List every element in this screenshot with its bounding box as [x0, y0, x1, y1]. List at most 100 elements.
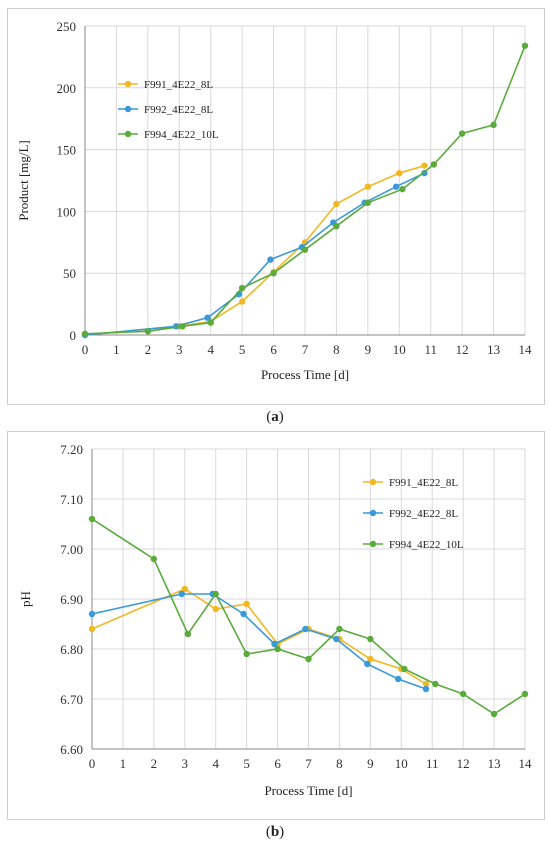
y-axis-label: Product [mg/L]	[16, 140, 31, 221]
series-line-F994_4E22_10L	[84, 45, 526, 335]
x-tick-label: 10	[393, 342, 406, 357]
data-point	[240, 610, 247, 618]
data-point	[88, 515, 96, 523]
x-axis-label: Process Time [d]	[261, 367, 349, 382]
x-tick-label: 13	[488, 756, 501, 771]
data-point	[274, 645, 281, 653]
series-line-F991_4E22_8L	[84, 164, 425, 336]
data-point	[181, 585, 188, 593]
x-tick-label: 5	[239, 342, 246, 357]
y-tick-label: 7.00	[60, 542, 83, 557]
data-point	[430, 161, 438, 168]
data-point	[212, 590, 219, 598]
data-point	[333, 200, 340, 208]
data-point	[490, 121, 497, 129]
legend-swatch-marker	[369, 540, 377, 548]
y-tick-label: 200	[57, 81, 77, 96]
series-line-F992_4E22_8L	[91, 593, 427, 690]
chart-panel-b: 0 1 2 3 4 5 6 7 8 9 10 11 12 13 14 6.60 6.70 6.80 6.90 7.00…	[7, 431, 545, 820]
legend-swatch-marker	[124, 105, 132, 113]
y-tick-label: 6.90	[60, 592, 83, 607]
x-tick-label: 0	[82, 342, 89, 357]
y-tick-label: 250	[57, 19, 77, 34]
x-tick-label: 0	[89, 756, 96, 771]
data-point	[333, 223, 340, 230]
x-tick-label: 11	[424, 342, 437, 357]
data-point	[204, 314, 211, 321]
legend-swatch-marker	[124, 80, 132, 88]
x-tick-label: 11	[426, 756, 439, 771]
data-point	[88, 610, 96, 618]
caption-a: (a)	[266, 409, 284, 425]
x-tick-label: 3	[182, 756, 189, 771]
legend-swatch-marker	[369, 509, 377, 517]
x-tick-label: 8	[336, 756, 343, 771]
data-point	[364, 660, 371, 668]
data-point	[179, 323, 186, 330]
data-point	[150, 555, 158, 563]
data-point	[394, 675, 402, 683]
y-tick-label: 7.20	[60, 442, 83, 457]
data-point	[88, 625, 96, 633]
y-tick-label: 0	[70, 328, 77, 343]
data-point	[422, 685, 430, 693]
data-point	[396, 169, 403, 177]
legend-label: F991_4E22_8L	[144, 79, 213, 91]
data-point	[422, 680, 430, 688]
legend-swatch-marker	[124, 130, 132, 138]
data-point	[302, 625, 309, 633]
x-tick-label: 3	[176, 342, 183, 357]
x-tick-label: 7	[305, 756, 312, 771]
legend-label: F992_4E22_8L	[144, 104, 213, 116]
y-tick-label: 6.70	[60, 692, 83, 707]
series-line-F994_4E22_10L	[91, 518, 526, 715]
data-point	[212, 605, 219, 613]
ph-chart: 0 1 2 3 4 5 6 7 8 9 10 11 12 13 146.606.706.806.907.00…	[18, 442, 532, 798]
data-point	[432, 680, 439, 688]
caption-b-letter: b	[270, 824, 280, 840]
data-point	[421, 162, 428, 169]
legend-swatch-marker	[369, 478, 377, 486]
y-tick-label: 6.80	[60, 642, 83, 657]
product-chart: 0 1 2 3 4 5 6 7 8 9 10 11 12 13 14050100150200250Proce…	[16, 19, 532, 382]
legend-label: F992_4E22_8L	[389, 508, 458, 520]
x-tick-label: 1	[113, 342, 120, 357]
data-point	[459, 690, 467, 698]
data-point	[333, 635, 340, 643]
x-tick-label: 1	[120, 756, 127, 771]
data-point	[521, 42, 529, 49]
data-point	[364, 199, 372, 206]
data-point	[490, 710, 498, 718]
x-tick-label: 2	[151, 756, 158, 771]
data-point	[267, 256, 274, 263]
x-tick-label: 4	[207, 342, 214, 357]
y-tick-label: 7.10	[60, 492, 83, 507]
x-axis-label: Process Time [d]	[264, 783, 352, 798]
data-point	[243, 600, 250, 608]
legend-label: F991_4E22_8L	[389, 477, 458, 489]
data-point	[336, 625, 343, 633]
chart-panel-a: 0 1 2 3 4 5 6 7 8 9 10 11 12 13 14 0 50 100 150 200 250 Proce…	[7, 8, 545, 405]
x-tick-label: 12	[457, 756, 470, 771]
data-point	[305, 655, 312, 663]
x-tick-label: 6	[274, 756, 281, 771]
data-point	[458, 130, 466, 137]
x-tick-label: 6	[270, 342, 277, 357]
data-point	[270, 270, 277, 277]
y-tick-label: 100	[57, 204, 77, 219]
x-tick-label: 4	[212, 756, 219, 771]
data-point	[243, 650, 250, 658]
data-point	[238, 298, 246, 305]
data-point	[81, 330, 89, 337]
legend-label: F994_4E22_10L	[389, 539, 464, 551]
data-point	[392, 183, 400, 190]
data-point	[238, 284, 246, 292]
x-tick-label: 12	[456, 342, 469, 357]
data-point	[144, 328, 152, 335]
data-point	[364, 183, 372, 190]
series-line-F992_4E22_8L	[84, 172, 425, 336]
data-point	[367, 655, 374, 663]
x-tick-label: 9	[367, 756, 374, 771]
caption-a-letter: a	[271, 409, 279, 425]
data-point	[184, 630, 192, 638]
